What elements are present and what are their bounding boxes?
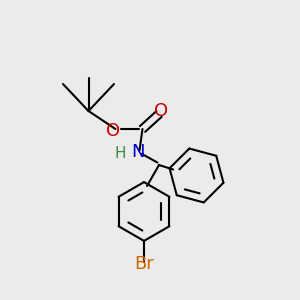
Text: O: O (154, 102, 169, 120)
Text: H: H (114, 146, 126, 160)
Text: O: O (106, 122, 120, 140)
Text: N: N (131, 143, 145, 161)
Text: Br: Br (134, 255, 154, 273)
